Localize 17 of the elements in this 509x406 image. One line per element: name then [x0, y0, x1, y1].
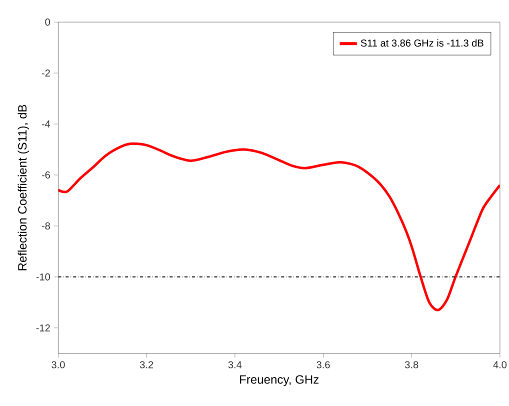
y-tick-label: -4	[42, 120, 50, 128]
y-tick-label: -2	[42, 70, 50, 77]
y-axis-title: Reflection Coefficient (S11), dB	[18, 105, 29, 270]
x-tick-label: 3.4	[228, 361, 242, 369]
y-tick-label: -10	[36, 274, 50, 281]
y-tick-label: -12	[36, 324, 50, 332]
y-tick-label: -8	[42, 222, 50, 230]
x-tick-label: 4.0	[493, 361, 507, 369]
x-tick-label: 3.2	[140, 361, 154, 369]
y-tick-label: -6	[42, 172, 50, 179]
line-series	[58, 142, 500, 312]
x-tick-label: 3.0	[52, 361, 65, 369]
y-tick-label: 0	[45, 18, 50, 26]
x-tick-label: 3.8	[405, 361, 418, 369]
x-axis-title: Freuency, GHz	[240, 375, 319, 386]
legend-label: S11 at 3.86 GHz is -11.3 dB	[360, 39, 484, 47]
x-tick-label: 3.6	[316, 361, 330, 369]
